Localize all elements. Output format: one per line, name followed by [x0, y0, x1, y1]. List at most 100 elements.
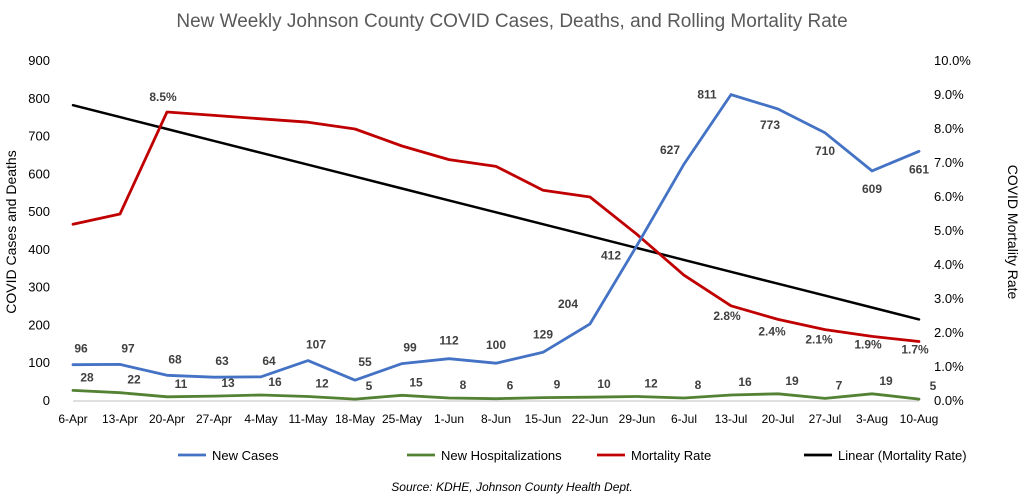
- data-label-new-cases: 107: [306, 338, 326, 352]
- right-axis-title: COVID Mortality Rate: [1005, 165, 1021, 300]
- data-label-new-hospitalizations: 10: [597, 377, 611, 391]
- source-note: Source: KDHE, Johnson County Health Dept…: [391, 480, 632, 494]
- data-label-new-hospitalizations: 7: [836, 378, 843, 392]
- right-tick-label: 6.0%: [934, 189, 964, 204]
- data-label-mortality-rate: 1.9%: [854, 337, 882, 351]
- right-tick-label: 1.0%: [934, 359, 964, 374]
- data-label-new-cases: 412: [601, 248, 621, 262]
- data-label-mortality-rate: 1.7%: [901, 343, 929, 357]
- x-tick-label: 18-May: [335, 412, 375, 426]
- data-label-new-hospitalizations: 9: [554, 378, 561, 392]
- right-axis-ticks: 0.0% 1.0% 2.0% 3.0% 4.0% 5.0% 6.0% 7.0% 8.0% 9.0%…: [934, 53, 971, 408]
- right-tick-label: 4.0%: [934, 257, 964, 272]
- data-label-new-hospitalizations: 16: [268, 375, 282, 389]
- x-tick-label: 6-Jul: [671, 412, 697, 426]
- data-label-new-hospitalizations: 19: [785, 374, 799, 388]
- data-label-new-cases: 96: [74, 342, 88, 356]
- left-tick-label: 100: [28, 355, 50, 370]
- left-tick-label: 400: [28, 242, 50, 257]
- series-line-new-hospitalizations: [71, 388, 921, 401]
- legend-label-new-hospitalizations: New Hospitalizations: [441, 448, 562, 463]
- left-tick-label: 500: [28, 204, 50, 219]
- data-label-new-cases: 112: [439, 334, 459, 348]
- x-tick-label: 1-Jun: [434, 412, 464, 426]
- legend-label-mortality-rate: Mortality Rate: [631, 448, 711, 463]
- data-label-new-hospitalizations: 8: [695, 378, 702, 392]
- left-axis-title: COVID Cases and Deaths: [3, 150, 19, 313]
- x-tick-label: 25-May: [382, 412, 422, 426]
- data-label-new-hospitalizations: 11: [175, 377, 188, 391]
- x-tick-label: 15-Jun: [525, 412, 562, 426]
- x-tick-label: 13-Apr: [102, 412, 138, 426]
- right-tick-label: 9.0%: [934, 87, 964, 102]
- x-tick-label: 29-Jun: [619, 412, 656, 426]
- x-tick-label: 27-Apr: [196, 412, 232, 426]
- data-label-mortality-rate: 2.1%: [805, 333, 833, 347]
- data-label-new-cases: 811: [697, 88, 717, 102]
- right-tick-label: 8.0%: [934, 121, 964, 136]
- data-label-new-hospitalizations: 22: [127, 373, 141, 387]
- data-label-new-hospitalizations: 12: [315, 376, 329, 390]
- data-label-new-hospitalizations: 15: [409, 375, 423, 389]
- data-label-new-cases: 63: [215, 354, 229, 368]
- series-line-new-cases: [71, 93, 921, 382]
- data-label-new-cases: 100: [486, 338, 506, 352]
- x-tick-label: 11-May: [288, 412, 327, 426]
- series-lines: [71, 93, 921, 401]
- data-label-new-cases: 627: [660, 143, 680, 157]
- data-label-new-cases: 661: [909, 162, 929, 176]
- legend-label-new-cases: New Cases: [212, 448, 279, 463]
- data-label-mortality-rate: 8.5%: [149, 90, 177, 104]
- data-label-new-hospitalizations: 12: [644, 376, 658, 390]
- x-tick-label: 20-Apr: [149, 412, 185, 426]
- data-label-new-hospitalizations: 8: [460, 378, 467, 392]
- data-label-new-hospitalizations: 13: [221, 376, 235, 390]
- data-label-new-cases: 710: [815, 144, 835, 158]
- left-tick-label: 900: [28, 53, 50, 68]
- legend: New Cases New Hospitalizations Mortality R…: [178, 448, 967, 463]
- left-tick-label: 0: [43, 393, 50, 408]
- data-label-new-cases: 99: [403, 341, 417, 355]
- left-tick-label: 700: [28, 129, 50, 144]
- left-tick-label: 800: [28, 91, 50, 106]
- right-tick-label: 0.0%: [934, 393, 964, 408]
- series-line-mortality-rate: [71, 110, 921, 343]
- left-tick-label: 300: [28, 280, 50, 295]
- right-tick-label: 7.0%: [934, 155, 964, 170]
- data-label-new-hospitalizations: 28: [80, 370, 94, 384]
- data-label-new-hospitalizations: 16: [738, 375, 752, 389]
- data-label-new-cases: 68: [168, 352, 182, 366]
- data-label-new-cases: 129: [533, 327, 553, 341]
- right-tick-label: 3.0%: [934, 291, 964, 306]
- data-label-new-cases: 773: [760, 118, 780, 132]
- x-tick-label: 20-Jul: [762, 412, 795, 426]
- x-tick-label: 8-Jun: [481, 412, 511, 426]
- chart-title: New Weekly Johnson County COVID Cases, D…: [176, 11, 847, 32]
- x-tick-label: 27-Jul: [809, 412, 842, 426]
- legend-label-linear-mortality-rate: Linear (Mortality Rate): [838, 448, 967, 463]
- x-tick-label: 22-Jun: [572, 412, 609, 426]
- x-tick-label: 10-Aug: [900, 412, 939, 426]
- data-label-new-cases: 97: [121, 341, 135, 355]
- x-tick-label: 3-Aug: [856, 412, 888, 426]
- x-tick-label: 6-Apr: [58, 412, 87, 426]
- series-line-linear-mortality-rate: [71, 103, 921, 321]
- x-tick-label: 13-Jul: [715, 412, 748, 426]
- data-label-mortality-rate: 2.8%: [713, 309, 741, 323]
- data-label-new-cases: 609: [862, 182, 882, 196]
- left-tick-label: 200: [28, 317, 50, 332]
- x-axis-ticks: 6-Apr 13-Apr 20-Apr 27-Apr 4-May 11-May 18-May…: [58, 412, 938, 426]
- right-tick-label: 10.0%: [934, 53, 971, 68]
- data-label-new-hospitalizations: 5: [366, 379, 373, 393]
- data-label-new-hospitalizations: 5: [930, 379, 937, 393]
- data-label-new-cases: 64: [262, 354, 276, 368]
- data-label-new-hospitalizations: 19: [879, 374, 893, 388]
- left-tick-label: 600: [28, 166, 50, 181]
- left-axis-ticks: 0 100 200 300 400 500 600 700 800 900: [28, 53, 50, 408]
- data-label-new-cases: 204: [558, 297, 578, 311]
- right-tick-label: 2.0%: [934, 325, 964, 340]
- data-label-new-hospitalizations: 6: [507, 379, 514, 393]
- data-label-mortality-rate: 2.4%: [758, 324, 786, 338]
- x-tick-label: 4-May: [244, 412, 277, 426]
